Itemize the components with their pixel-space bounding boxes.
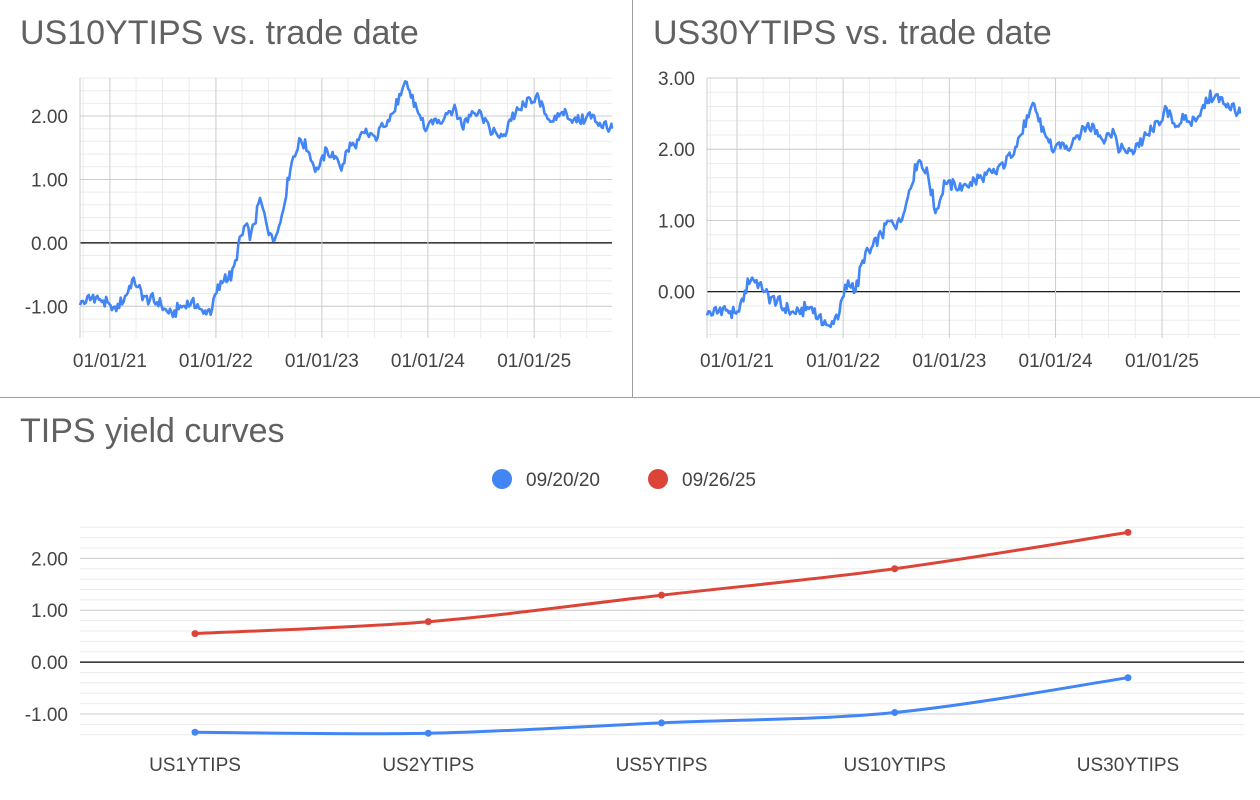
chart-title-yield-curves: TIPS yield curves bbox=[20, 412, 285, 450]
y-tick-label: 1.00 bbox=[658, 211, 695, 232]
y-tick-label: 2.00 bbox=[31, 107, 68, 128]
data-point bbox=[1124, 528, 1132, 536]
x-tick-label: US5YTIPS bbox=[616, 755, 708, 776]
us30ytips-chart: 0.00 1.00 2.00 3.00 01/01/21 01/01/22 01/01/23… bbox=[658, 69, 1242, 372]
data-point bbox=[658, 719, 665, 727]
y-tick-label: 2.00 bbox=[658, 140, 695, 161]
data-point bbox=[891, 565, 899, 573]
data-point bbox=[424, 618, 432, 626]
data-point bbox=[191, 630, 199, 638]
y-tick-label: 1.00 bbox=[31, 601, 68, 622]
legend-label: 09/20/20 bbox=[526, 470, 600, 491]
x-tick-label: 01/01/25 bbox=[497, 351, 571, 372]
data-point bbox=[1124, 674, 1132, 682]
x-tick-label: US30YTIPS bbox=[1077, 755, 1179, 776]
panel-divider-vertical bbox=[632, 0, 633, 397]
data-point bbox=[658, 591, 665, 599]
x-tick-label: 01/01/23 bbox=[912, 351, 986, 372]
data-point bbox=[191, 728, 199, 736]
legend-marker bbox=[648, 469, 668, 489]
x-tick-label: 01/01/21 bbox=[73, 351, 147, 372]
chart-panel-yield-curves[interactable]: -1.00 0.00 1.00 2.00 US1YTIPS US2YTIPS US5YTIP… bbox=[0, 398, 1260, 798]
x-tick-label: 01/01/22 bbox=[806, 351, 880, 372]
chart-title-us10ytips: US10YTIPS vs. trade date bbox=[20, 14, 419, 52]
series-line bbox=[705, 89, 1242, 329]
y-tick-label: 0.00 bbox=[31, 653, 68, 674]
data-point bbox=[891, 708, 899, 716]
x-tick-label: US2YTIPS bbox=[382, 755, 474, 776]
y-tick-label: 1.00 bbox=[31, 170, 68, 191]
y-tick-label: 0.00 bbox=[31, 234, 68, 255]
legend-label: 09/26/25 bbox=[682, 470, 756, 491]
y-tick-label: -1.00 bbox=[25, 705, 68, 726]
y-tick-label: -1.00 bbox=[25, 297, 68, 318]
x-tick-label: US10YTIPS bbox=[844, 755, 946, 776]
legend-marker bbox=[492, 469, 512, 489]
chart-panel-us30ytips[interactable]: 0.00 1.00 2.00 3.00 01/01/21 01/01/22 01/01/23… bbox=[633, 0, 1260, 397]
x-tick-label: US1YTIPS bbox=[149, 755, 241, 776]
data-point bbox=[424, 729, 432, 737]
x-tick-label: 01/01/24 bbox=[1019, 351, 1093, 372]
y-tick-label: 2.00 bbox=[31, 549, 68, 570]
panel-divider-horizontal bbox=[0, 397, 1260, 398]
y-tick-label: 3.00 bbox=[658, 69, 695, 90]
series-line bbox=[78, 80, 614, 319]
x-tick-label: 01/01/21 bbox=[700, 351, 774, 372]
yield-curves-chart: -1.00 0.00 1.00 2.00 US1YTIPS US2YTIPS US5YTIP… bbox=[25, 469, 1244, 776]
x-tick-label: 01/01/22 bbox=[179, 351, 253, 372]
x-tick-label: 01/01/24 bbox=[391, 351, 465, 372]
chart-panel-us10ytips[interactable]: -1.00 0.00 1.00 2.00 01/01/21 01/01/22 01/01/2… bbox=[0, 0, 632, 397]
y-tick-label: 0.00 bbox=[658, 283, 695, 304]
us10ytips-chart: -1.00 0.00 1.00 2.00 01/01/21 01/01/22 01/01/2… bbox=[25, 77, 614, 372]
x-tick-label: 01/01/23 bbox=[285, 351, 359, 372]
x-tick-label: 01/01/25 bbox=[1125, 351, 1199, 372]
chart-title-us30ytips: US30YTIPS vs. trade date bbox=[653, 14, 1052, 52]
